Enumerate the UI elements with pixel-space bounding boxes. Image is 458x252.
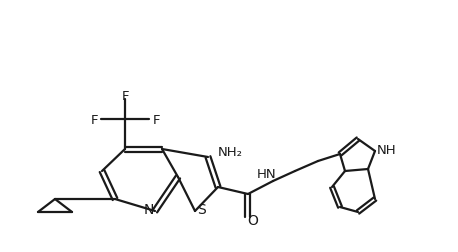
- Text: NH: NH: [377, 143, 397, 156]
- Text: S: S: [197, 202, 207, 216]
- Text: NH₂: NH₂: [218, 145, 242, 158]
- Text: F: F: [121, 89, 129, 102]
- Text: F: F: [90, 113, 98, 126]
- Text: O: O: [248, 213, 258, 227]
- Text: F: F: [152, 113, 160, 126]
- Text: N: N: [144, 202, 154, 216]
- Text: HN: HN: [257, 168, 277, 181]
